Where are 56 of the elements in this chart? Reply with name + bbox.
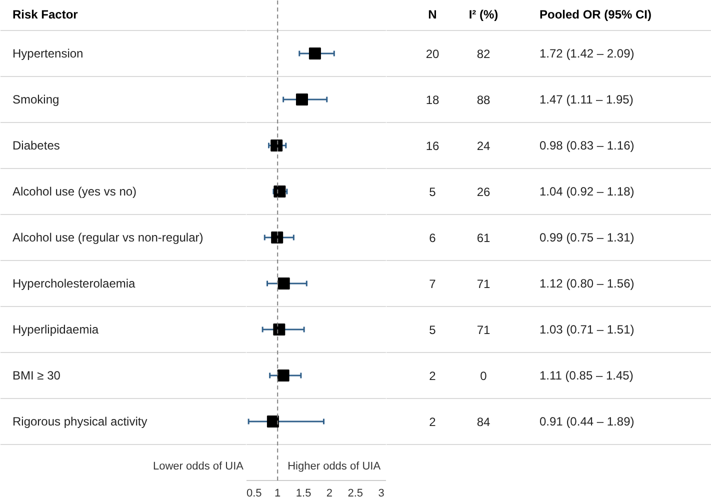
text: 20 [426,47,440,61]
data-label: 0.99 (0.75 – 1.31) [540,230,634,244]
y-tick-label: Hypercholesterolaemia [12,276,136,290]
text: 61 [476,231,490,245]
text: 18 [426,93,440,107]
text: N [428,8,437,22]
text: Lower odds of UIA [153,460,244,472]
x-tick-label: 3 [378,488,384,499]
text: 2 [429,415,436,429]
text: 24 [476,139,490,153]
point [266,416,279,428]
y-tick-label: Alcohol use (yes vs no) [12,184,137,198]
y-axis-title: Risk Factor [12,8,78,22]
x-tick-label: 2.5 [348,488,364,499]
point [270,140,283,152]
data-label: 1.47 (1.11 – 1.95) [540,92,634,106]
text: 5 [429,185,436,199]
text: I² (%) [468,8,498,22]
y-tick-label: Diabetes [12,138,60,152]
text: 0 [480,369,488,383]
point [271,232,284,244]
x-tick-label: 1.5 [296,488,312,499]
data-label: 1.12 (0.80 – 1.56) [540,276,634,290]
text: 88 [476,93,490,107]
text: Pooled OR (95% CI) [540,8,652,22]
text: 2 [429,369,436,383]
point [296,94,308,106]
text: 71 [476,277,490,291]
data-label: 1.03 (0.71 – 1.51) [540,322,634,336]
y-tick-label: BMI ≥ 30 [12,368,61,382]
point [278,278,290,290]
data-label: 0.98 (0.83 – 1.16) [540,138,634,152]
data-label: 1.04 (0.92 – 1.18) [540,184,634,198]
point [308,48,321,60]
y-tick-label: Hypertension [12,46,84,60]
y-tick-label: Smoking [12,92,60,106]
y-tick-label: Alcohol use (regular vs non-regular) [12,230,204,244]
point [277,370,290,382]
text: 16 [426,139,440,153]
text: 7 [429,277,436,291]
point [273,324,286,336]
text: 26 [476,185,490,199]
data-label: 0.91 (0.44 – 1.89) [540,414,634,428]
x-tick-label: 0.5 [246,488,262,499]
data-label: 1.11 (0.85 – 1.45) [540,368,634,382]
y-tick-label: Hyperlipidaemia [12,322,99,336]
x-tick-label: 1 [274,488,281,499]
text: 84 [476,415,490,429]
data-label: 1.72 (1.42 – 2.09) [540,46,634,60]
annotation: Higher odds of UIA [288,460,382,472]
text: 5 [429,323,436,337]
text: 82 [476,47,490,61]
y-tick-label: Rigorous physical activity [12,414,148,428]
text: 71 [476,323,490,337]
text: 6 [429,231,436,245]
x-tick-label: 2 [326,488,333,499]
